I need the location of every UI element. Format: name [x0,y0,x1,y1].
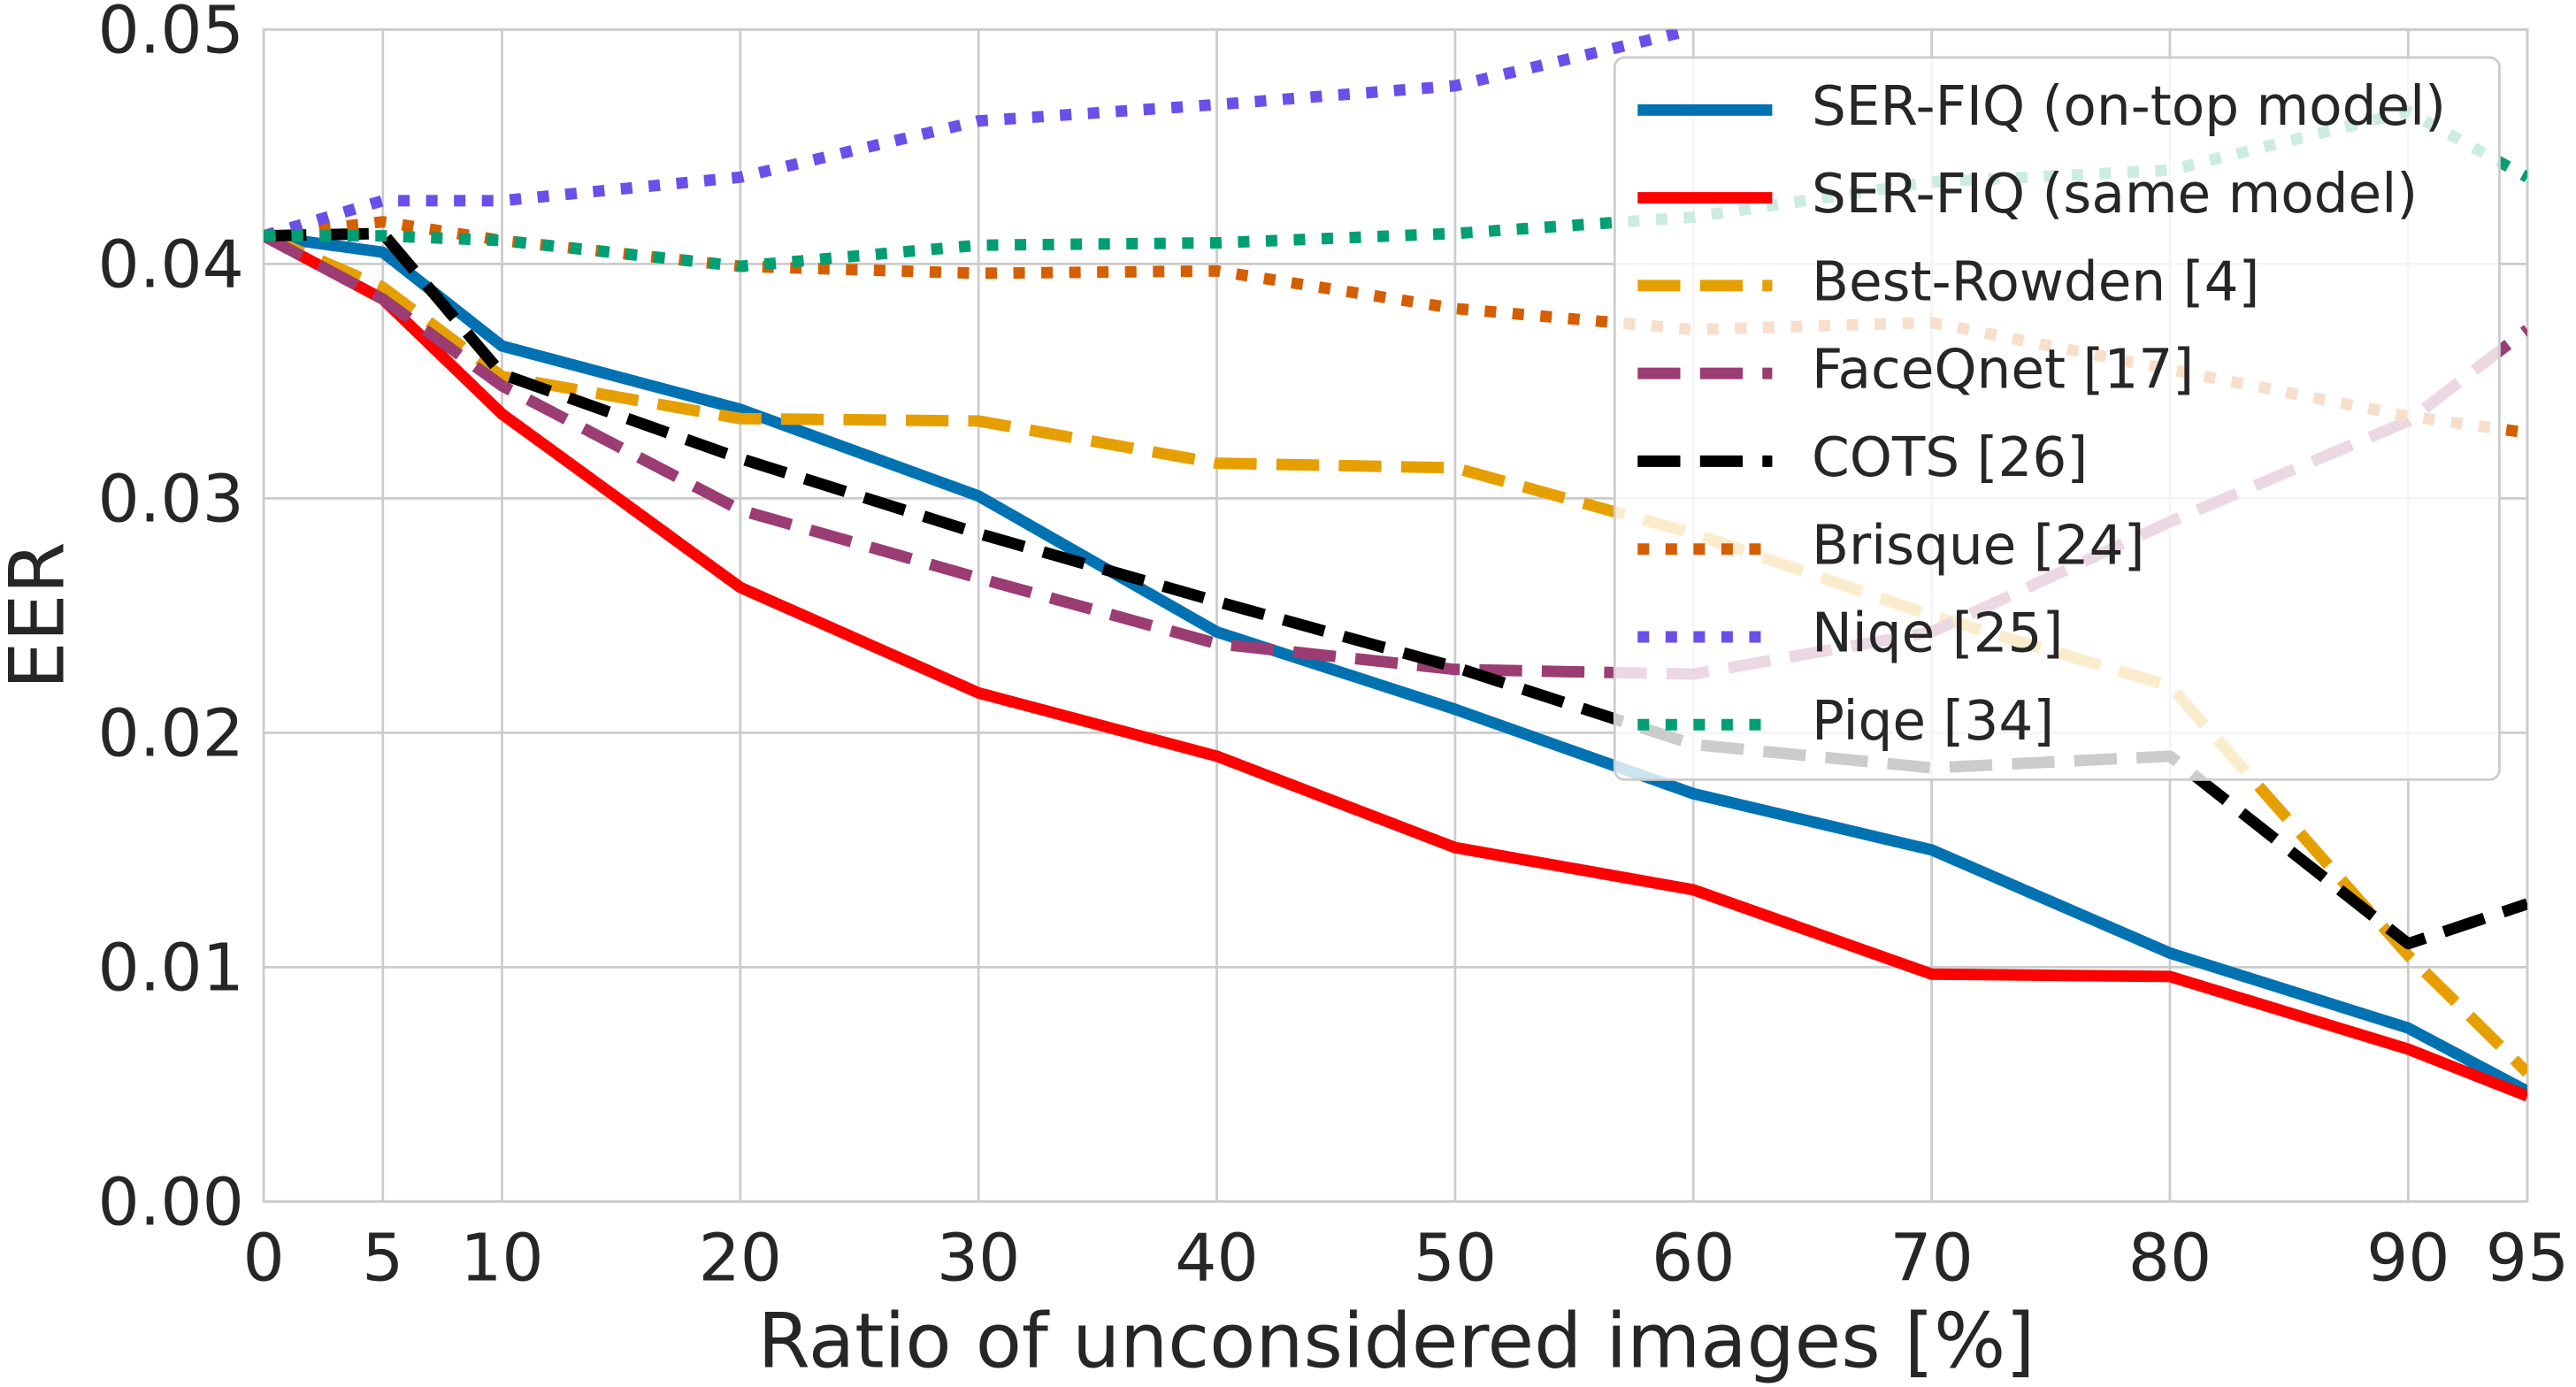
series-line [264,227,2527,950]
series-line [264,230,2527,1102]
y-axis-label: EER [0,541,82,689]
x-tick-label: 90 [2366,1219,2450,1296]
y-tick-label: 0.01 [98,929,244,1006]
x-tick-label: 5 [362,1219,403,1296]
legend-label: SER-FIQ (same model) [1812,163,2418,226]
x-tick-label: 60 [1652,1219,1735,1296]
y-tick-label: 0.00 [98,1163,244,1240]
y-tick-label: 0.02 [98,694,244,771]
x-tick-label: 50 [1414,1219,1497,1296]
x-tick-label: 70 [1890,1219,1973,1296]
x-tick-label: 80 [2128,1219,2212,1296]
x-tick-label: 95 [2486,1219,2569,1296]
legend-label: Best-Rowden [4] [1812,250,2259,313]
y-tick-label: 0.04 [98,226,244,303]
x-tick-label: 30 [937,1219,1020,1296]
legend: SER-FIQ (on-top model) SER-FIQ (same mode… [1613,56,2501,781]
plot-frame [262,28,2529,1203]
y-tick-label: 0.05 [98,0,244,68]
legend-label: Brisque [24] [1812,514,2145,577]
y-tick-label: 0.03 [98,460,244,537]
legend-label: FaceQnet [17] [1812,339,2194,402]
legend-box [1613,56,2501,781]
x-tick-label: 20 [699,1219,782,1296]
legend-label: Niqe [25] [1812,602,2063,665]
x-axis-label: Ratio of unconsidered images [%] [757,1299,2035,1386]
series-line [264,29,1695,241]
x-tick-label: 0 [242,1219,284,1296]
legend-label: SER-FIQ (on-top model) [1812,75,2446,138]
series-line [264,230,2527,1097]
x-tick-label: 10 [460,1219,543,1296]
x-tick-label: 40 [1175,1219,1258,1296]
legend-label: COTS [26] [1812,426,2088,489]
series-line [264,230,2527,1077]
legend-label: Piqe [34] [1812,690,2054,753]
